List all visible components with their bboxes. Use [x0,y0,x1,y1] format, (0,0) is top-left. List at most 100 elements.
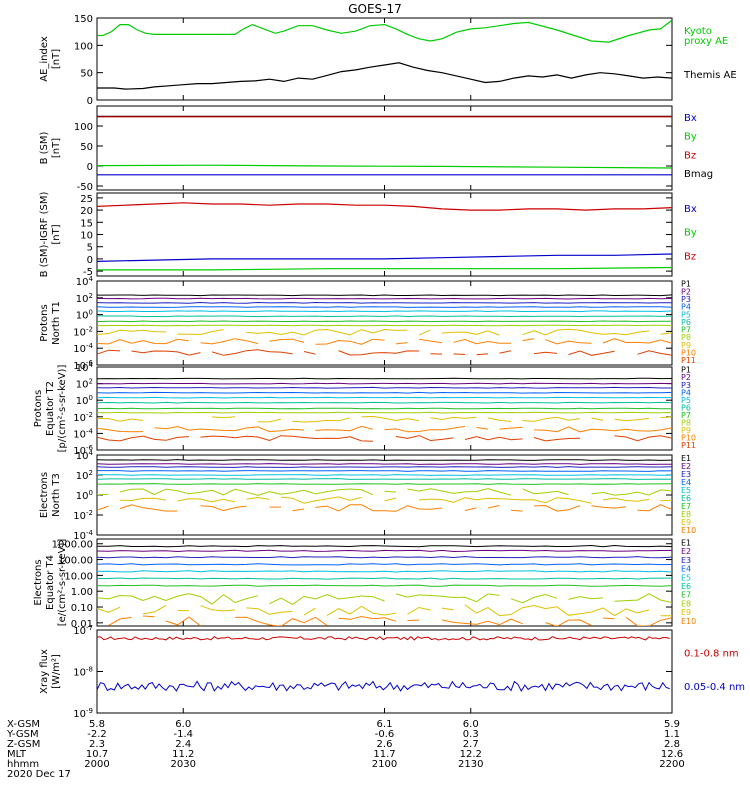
channel-line-P9 [97,328,672,336]
legend-P7: P7 [681,326,691,335]
footer-value: 5.8 [89,719,105,730]
footer-row-label: MLT [7,749,27,760]
channel-line-P2 [97,382,672,385]
channel-line-P1 [97,377,672,380]
y-axis-label: AE_index [39,36,50,82]
legend-P8: P8 [681,418,691,427]
y-tick-label: -5 [83,267,93,278]
legend-P11: P11 [681,356,696,365]
channel-line-P6 [97,315,672,318]
y-tick-label: 104 [76,361,94,374]
legend-E4: E4 [681,478,691,487]
channel-line-P5 [97,396,672,399]
footer-value: 2100 [372,759,397,770]
footer-row-label: Z-GSM [7,739,40,750]
series-line-By [97,164,672,169]
legend-P3: P3 [681,381,691,390]
y-tick-label: 0 [87,255,93,266]
channel-line-P7 [97,407,672,410]
y-axis-label: North T1 [51,301,62,345]
y-axis-label: North T3 [51,473,62,517]
y-axis-label: [nT] [51,138,62,158]
y-axis-label: Electrons [33,559,44,605]
channel-line-E1 [97,459,672,461]
legend-item: Bmag [684,169,713,180]
footer-value: -2.2 [87,729,107,740]
legend-E8: E8 [681,599,691,608]
footer-value: 6.1 [377,719,393,730]
y-axis-label: B (SM) [39,131,50,164]
y-tick-label: 10-2 [73,509,93,522]
footer-value: -1.4 [173,729,193,740]
y-tick-label: 10-2 [73,325,93,338]
legend-P1: P1 [681,366,691,375]
panel-series [97,115,672,176]
legend-P2: P2 [681,373,691,382]
channel-line-P4 [97,391,672,394]
footer-value: 2.4 [175,739,191,750]
legend-E3: E3 [681,556,691,565]
channel-line-E8 [97,593,672,605]
y-tick-label: 10-2 [73,411,93,424]
legend-item: Bz [684,251,696,262]
series-line-0.1-0.8 nm [97,635,670,641]
legend-E6: E6 [681,582,691,591]
channel-line-E3 [97,466,672,468]
footer-row-label: hhmm [7,759,39,770]
footer-value: 6.0 [175,719,191,730]
plot-title: GOES-17 [348,2,402,16]
legend-E9: E9 [681,608,691,617]
channel-line-E6 [97,478,672,480]
legend-item: 0.1-0.8 nm [684,649,739,660]
y-tick-label: 10 [80,231,93,242]
channel-line-E10 [97,504,672,512]
legend-E1: E1 [681,454,691,463]
channel-line-E5 [97,570,672,573]
legend-P9: P9 [681,426,691,435]
channel-line-P10 [97,425,672,433]
legend-E2: E2 [681,462,691,471]
y-tick-label: 1.00 [71,587,93,598]
channel-line-P9 [97,415,672,423]
footer-value: 6.0 [463,719,479,730]
series-line-0.05-0.4 nm [97,680,670,693]
legend-P9: P9 [681,341,691,350]
legend-P7: P7 [681,411,691,420]
y-axis-label: Equator T4 [45,555,56,610]
channel-line-P4 [97,306,672,308]
legend-P10: P10 [681,434,696,443]
channel-line-E1 [97,544,672,548]
legend-item: Bz [684,150,696,161]
y-axis-label: B (SM)-IGRF (SM) [39,192,50,278]
footer-value: 0.3 [463,729,479,740]
y-axis-label: Equator T2 [45,381,56,436]
footer-value: 12.6 [661,749,683,760]
y-axis-label: [nT] [51,224,62,244]
y-tick-label: 10-8 [73,666,93,679]
panel-frame [96,629,673,714]
panel-series [97,544,672,626]
channel-line-E7 [97,584,672,587]
footer-value: 2.6 [377,739,393,750]
y-tick-label: 1000.00 [52,540,93,551]
series-line-By [97,266,672,271]
channel-line-P3 [97,301,672,304]
y-tick-label: 100 [76,394,93,407]
y-tick-label: 100 [74,122,93,133]
legend-E1: E1 [681,539,691,548]
channel-line-E10 [108,615,672,626]
footer-value: 2030 [171,759,196,770]
legend-E7: E7 [681,591,691,600]
legend-item: Bx [684,113,697,124]
panel-series [97,459,672,512]
channel-line-P7 [97,320,672,323]
y-axis-label: Protons [33,390,44,427]
legend-E2: E2 [681,547,691,556]
series-line-Themis-AE [97,62,672,90]
y-tick-label: 50 [80,142,93,153]
footer-value: 1.1 [664,729,680,740]
